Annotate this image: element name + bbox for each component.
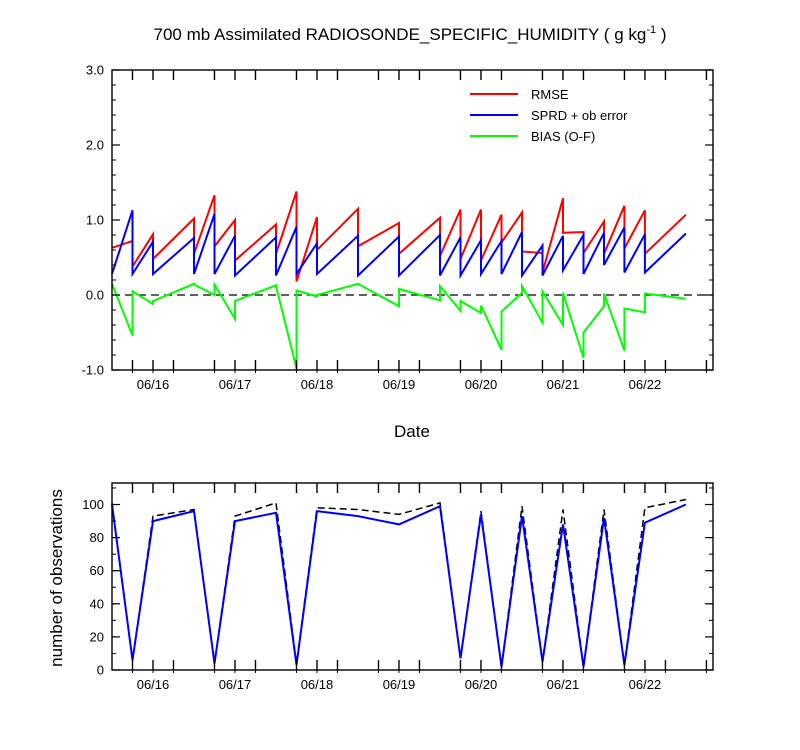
top-x-tick-label: 06/22 <box>629 377 662 392</box>
top-y-tick-label: 1.0 <box>86 213 104 228</box>
chart-title: 700 mb Assimilated RADIOSONDE_SPECIFIC_H… <box>154 24 667 44</box>
top-x-tick-label: 06/17 <box>219 377 252 392</box>
bottom-x-tick-label: 06/20 <box>465 677 498 692</box>
chart-title-suffix: ) <box>656 25 666 44</box>
x-axis-title: Date <box>394 422 430 441</box>
top-series-bias-o-f <box>111 280 687 369</box>
bottom-x-tick-label: 06/17 <box>219 677 252 692</box>
bottom-x-tick-label: 06/22 <box>629 677 662 692</box>
legend-label-1: RMSE <box>531 87 569 102</box>
bottom-y-tick-label: 60 <box>90 563 104 578</box>
top-series-sprd-ob-error <box>111 209 687 280</box>
top-y-tick-label: 0.0 <box>86 288 104 303</box>
top-x-tick-label: 06/21 <box>547 377 580 392</box>
top-x-tick-label: 06/20 <box>465 377 498 392</box>
legend: RMSE SPRD + ob error BIAS (O-F) <box>470 87 628 144</box>
bottom-y-tick-label: 100 <box>82 497 104 512</box>
top-y-tick-label: 3.0 <box>86 63 104 78</box>
top-panel: 700 mb Assimilated RADIOSONDE_SPECIFIC_H… <box>82 24 714 441</box>
bottom-series-observations-used <box>111 503 687 667</box>
bottom-plot-frame <box>111 482 714 671</box>
y-axis-title-observations: number of observations <box>47 489 66 667</box>
bottom-y-tick-label: 40 <box>90 596 104 611</box>
top-x-tick-label: 06/19 <box>383 377 416 392</box>
chart-title-superscript: -1 <box>646 24 656 36</box>
bottom-x-tick-label: 06/18 <box>301 677 334 692</box>
top-y-tick-label: 2.0 <box>86 138 104 153</box>
bottom-y-tick-label: 80 <box>90 530 104 545</box>
top-x-tick-label: 06/18 <box>301 377 334 392</box>
top-x-tick-label: 06/16 <box>137 377 170 392</box>
legend-label-2: SPRD + ob error <box>531 108 628 123</box>
bottom-x-tick-label: 06/21 <box>547 677 580 692</box>
chart-title-main: 700 mb Assimilated RADIOSONDE_SPECIFIC_H… <box>154 25 647 44</box>
top-y-tick-label: -1.0 <box>82 363 104 378</box>
bottom-x-tick-label: 06/16 <box>137 677 170 692</box>
bottom-panel: 0 20 40 60 80 100 06/16 06/17 06/18 06/19 06/20 06/… <box>47 482 714 692</box>
legend-label-3: BIAS (O-F) <box>531 129 595 144</box>
bottom-y-tick-label: 0 <box>97 663 104 678</box>
bottom-y-tick-label: 20 <box>90 629 104 644</box>
bottom-x-tick-label: 06/19 <box>383 677 416 692</box>
